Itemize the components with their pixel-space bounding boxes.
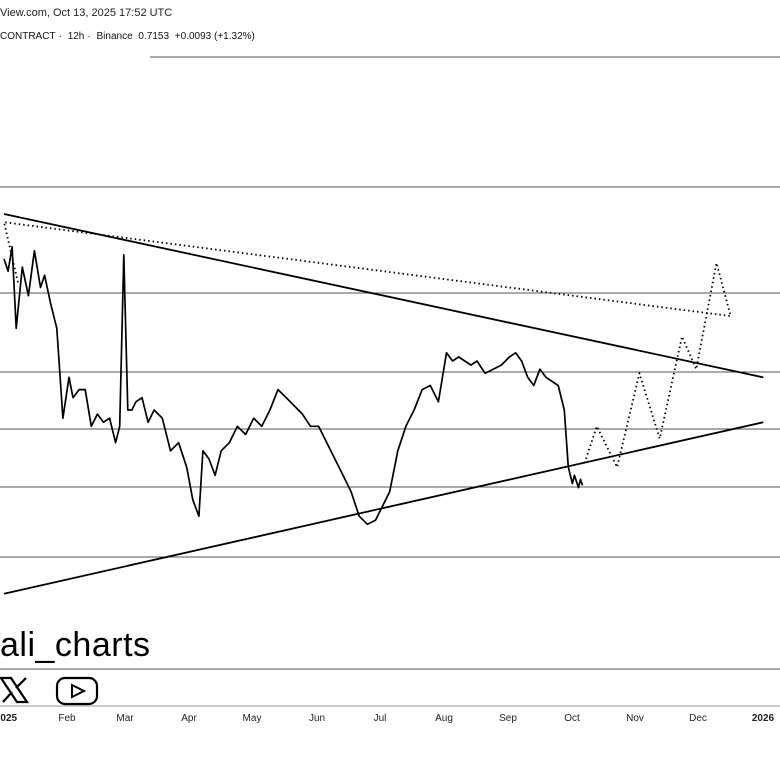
price-value: 0.7153 [138,31,170,42]
x-tick-label: Jul [374,713,387,724]
x-tick-label: Aug [435,713,453,724]
x-tick-label: Sep [499,713,517,724]
interval: 12h [67,31,85,42]
youtube-icon[interactable] [55,676,99,706]
symbol-name: CONTRACT [0,31,56,42]
x-tick-label: Nov [626,713,644,724]
price-line [3,245,584,526]
x-tick-label: Apr [181,713,197,724]
x-icon[interactable] [0,676,30,704]
x-tick-label: 2025 [0,713,18,724]
horizontal-levels [0,56,780,707]
source-timestamp: View.com, Oct 13, 2025 17:52 UTC [0,7,173,19]
upper-trendline [3,213,764,379]
price-series [3,221,732,526]
separator: · [87,31,91,42]
price-change: +0.0093 (+1.32%) [174,31,255,42]
projected-path-line [3,221,732,469]
lower-trendline [3,421,764,595]
exchange: Binance [96,31,133,42]
x-tick-label: Jun [309,713,325,724]
x-tick-label: Feb [58,713,76,724]
symbol-info-bar: CONTRACT · 12h · Binance 0.7153 +0.0093 (+… [0,31,258,42]
x-tick-label: Oct [564,713,580,724]
triangle-trendlines [3,213,764,595]
x-tick-label: Mar [116,713,134,724]
x-tick-label: May [243,713,262,724]
x-axis: 2025 Feb Mar Apr May Jun Jul Aug Sep Oct Nov Dec 202… [0,713,775,724]
x-tick-label: 2026 [752,713,775,724]
separator: · [58,31,62,42]
x-tick-label: Dec [689,713,707,724]
watermark-handle: ali_charts [0,626,151,664]
